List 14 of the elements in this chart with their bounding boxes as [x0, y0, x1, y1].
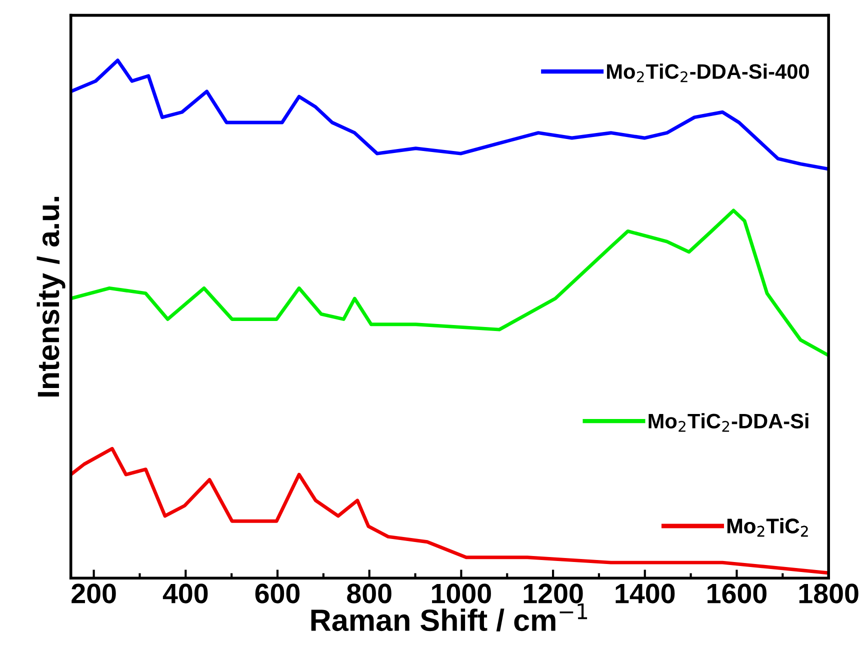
x-tick-label: 800	[347, 584, 392, 604]
x-tick-label: 1000	[432, 584, 491, 604]
legend-label: Mo$_{2}$TiC$_{2}$	[727, 518, 808, 537]
x-tick-label: 1600	[708, 584, 766, 604]
legend-label: Mo$_{2}$TiC$_{2}$-DDA-Si	[648, 413, 808, 432]
x-tick-label: 200	[72, 584, 116, 604]
x-axis-title: Raman Shift / cm$^{−1}$	[311, 603, 588, 632]
x-tick-label: 1800	[799, 584, 858, 604]
x-tick-label: 400	[162, 584, 208, 604]
x-tick-label: 1400	[616, 584, 675, 604]
legend-label: Mo$_{2}$TiC$_{2}$-DDA-Si-400	[607, 64, 809, 82]
x-tick-label: 600	[255, 584, 300, 604]
y-axis-title: Intensity / a.u.	[36, 196, 66, 397]
x-tick-label: 1200	[524, 584, 583, 604]
